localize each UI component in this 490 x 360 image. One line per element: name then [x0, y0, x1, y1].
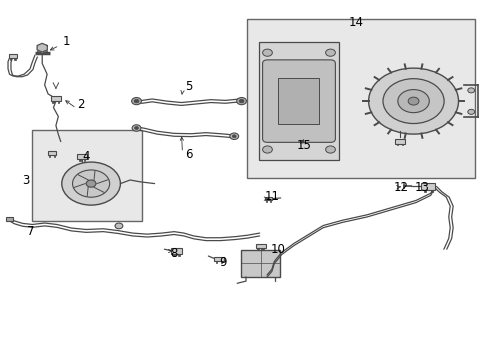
Text: 4: 4	[82, 150, 90, 163]
Bar	[395, 139, 405, 144]
Bar	[221, 261, 222, 263]
Text: 3: 3	[23, 174, 30, 186]
Bar	[14, 58, 16, 60]
Circle shape	[230, 133, 239, 139]
Bar	[265, 197, 272, 201]
Bar	[58, 101, 59, 103]
Polygon shape	[37, 43, 48, 52]
Text: 6: 6	[185, 148, 193, 161]
Bar	[397, 144, 398, 145]
Text: 9: 9	[219, 256, 227, 269]
Bar	[48, 151, 56, 155]
Bar	[278, 78, 319, 125]
Text: 7: 7	[27, 225, 35, 238]
Bar	[84, 159, 85, 161]
Text: 12: 12	[394, 181, 409, 194]
Bar	[270, 201, 271, 202]
Bar	[266, 201, 267, 202]
Circle shape	[408, 97, 419, 105]
Circle shape	[237, 98, 246, 105]
Bar	[216, 261, 218, 263]
Bar	[402, 144, 403, 145]
Circle shape	[398, 90, 429, 113]
Circle shape	[134, 99, 139, 103]
Circle shape	[62, 162, 121, 205]
Bar	[32, 130, 143, 221]
Bar	[241, 250, 280, 277]
Bar	[262, 248, 264, 250]
Bar	[431, 190, 433, 192]
Circle shape	[368, 68, 459, 134]
Bar	[421, 183, 435, 190]
Circle shape	[468, 88, 475, 93]
Text: 8: 8	[171, 247, 178, 260]
Text: 2: 2	[77, 98, 85, 111]
Bar	[173, 253, 175, 256]
Circle shape	[383, 79, 444, 123]
Circle shape	[86, 180, 96, 187]
Text: 13: 13	[415, 181, 429, 194]
Circle shape	[132, 98, 142, 105]
Text: 15: 15	[296, 139, 311, 152]
Bar	[53, 155, 55, 157]
Text: 11: 11	[265, 190, 279, 203]
Bar	[52, 101, 54, 103]
Circle shape	[132, 125, 141, 131]
Bar	[5, 217, 13, 221]
Bar	[178, 253, 180, 256]
Circle shape	[263, 146, 272, 153]
Circle shape	[326, 146, 335, 153]
Circle shape	[239, 99, 244, 103]
Bar	[247, 19, 475, 178]
Text: 5: 5	[185, 80, 193, 93]
Text: 10: 10	[271, 243, 286, 256]
Bar	[424, 190, 426, 192]
Bar	[8, 54, 17, 58]
Circle shape	[468, 109, 475, 114]
Circle shape	[263, 49, 272, 56]
Bar	[50, 96, 61, 101]
Text: 1: 1	[63, 35, 71, 49]
Circle shape	[115, 223, 123, 229]
Circle shape	[232, 135, 236, 138]
Circle shape	[135, 127, 139, 130]
Bar	[259, 42, 339, 160]
Circle shape	[73, 170, 110, 197]
Bar	[49, 155, 50, 157]
Text: 14: 14	[349, 16, 364, 29]
Bar	[256, 244, 266, 248]
Bar	[257, 248, 259, 250]
Circle shape	[326, 49, 335, 56]
Bar	[77, 154, 87, 159]
Bar	[214, 257, 224, 261]
Bar	[79, 159, 80, 161]
Bar	[10, 58, 11, 60]
FancyBboxPatch shape	[263, 60, 335, 142]
Bar	[171, 248, 182, 253]
